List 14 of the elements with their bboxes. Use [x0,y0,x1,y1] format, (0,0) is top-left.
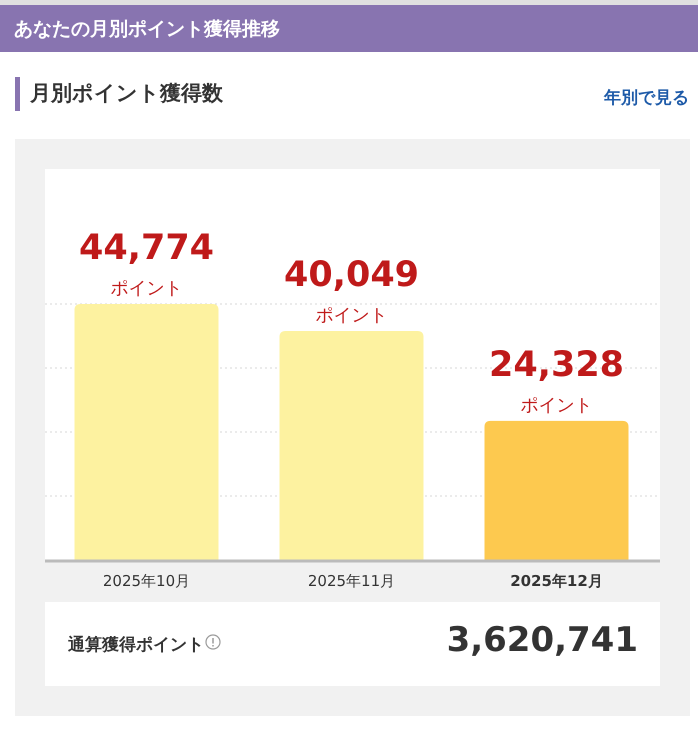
annotation: ポイント [110,278,182,299]
text: 3,620,741 [446,620,638,660]
text: 通算獲得ポイント [67,635,204,655]
chart-subtitle: 月別ポイント獲得数 [29,81,224,105]
annotation: ポイント [520,394,592,416]
data-label: 40,049 [284,255,420,296]
x-tick-label: 2025年10月 [102,572,190,590]
data-label: 24,328 [488,344,624,385]
text: 年別で見る [603,88,689,108]
chart-title: あなたの月別ポイント獲得推移 [14,18,280,40]
x-tick-label: 2025年11月 [308,572,396,590]
annotation: ポイント [316,305,388,326]
x-tick-label: 2025年12月 [510,572,603,590]
data-label: 44,774 [78,228,214,268]
